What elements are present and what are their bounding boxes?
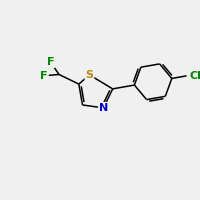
Text: F: F	[47, 57, 54, 67]
Text: N: N	[99, 103, 108, 113]
Text: Cl: Cl	[190, 71, 200, 81]
Text: S: S	[85, 70, 93, 80]
Text: F: F	[40, 71, 48, 81]
